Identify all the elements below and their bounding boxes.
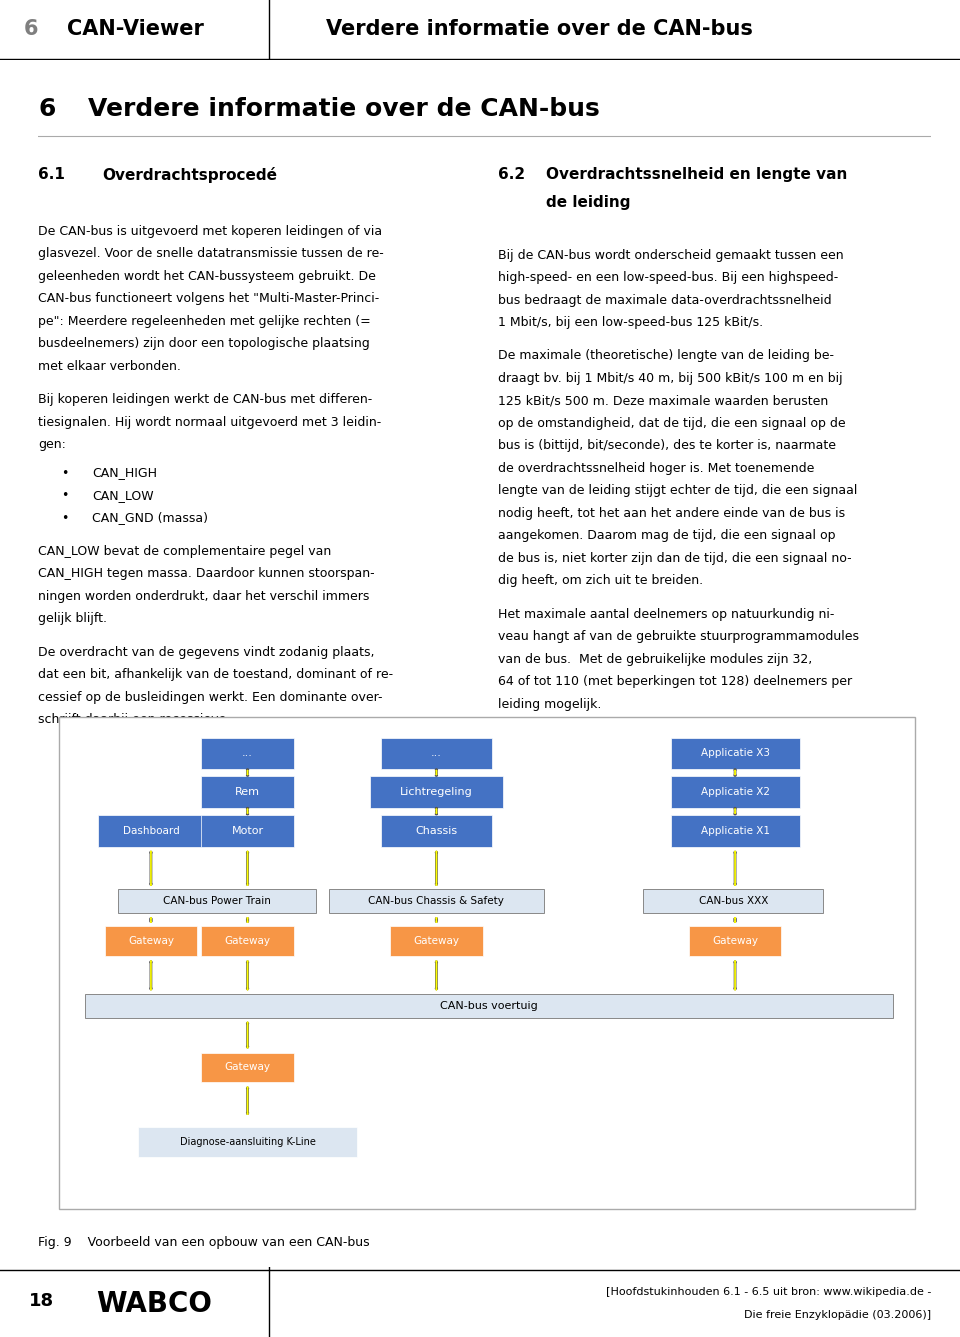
Text: Applicatie X1: Applicatie X1 [701,826,770,836]
Text: CAN-bus voertuig: CAN-bus voertuig [441,1000,538,1011]
Bar [118,889,316,913]
Text: dig heeft, om zich uit te breiden.: dig heeft, om zich uit te breiden. [498,575,704,587]
Text: pe": Meerdere regeleenheden met gelijke rechten (=: pe": Meerdere regeleenheden met gelijke … [38,314,372,328]
Text: Applicatie X3: Applicatie X3 [701,749,770,758]
Text: Gateway: Gateway [414,936,460,947]
Text: gen:: gen: [38,439,66,451]
Text: CAN-bus Power Train: CAN-bus Power Train [163,896,271,906]
Text: •: • [60,512,68,524]
Text: ...: ... [431,749,442,758]
Text: veau hangt af van de gebruikte stuurprogrammamodules: veau hangt af van de gebruikte stuurprog… [498,630,859,643]
Text: Die freie Enzyklopädie (03.2006)]: Die freie Enzyklopädie (03.2006)] [744,1310,931,1320]
Bar [381,814,492,846]
Bar [85,993,893,1017]
Text: cessief op de busleidingen werkt. Een dominante over-: cessief op de busleidingen werkt. Een do… [38,690,383,703]
Text: Motor: Motor [231,826,264,836]
Text: CAN_GND (massa): CAN_GND (massa) [92,512,208,524]
Text: nodig heeft, tot het aan het andere einde van de bus is: nodig heeft, tot het aan het andere eind… [498,507,846,520]
Text: bus is (bittijd, bit/seconde), des te korter is, naarmate: bus is (bittijd, bit/seconde), des te ko… [498,440,836,452]
Text: CAN_LOW: CAN_LOW [92,489,154,501]
Text: CAN-Viewer: CAN-Viewer [67,19,204,39]
Text: met elkaar verbonden.: met elkaar verbonden. [38,360,181,373]
Bar [202,927,294,956]
Bar [202,1052,294,1083]
Text: 18: 18 [29,1292,54,1310]
Text: dat een bit, afhankelijk van de toestand, dominant of re-: dat een bit, afhankelijk van de toestand… [38,668,394,681]
Text: De CAN-bus is uitgevoerd met koperen leidingen of via: De CAN-bus is uitgevoerd met koperen lei… [38,225,382,238]
Text: de leiding: de leiding [546,195,631,210]
Text: ningen worden onderdrukt, daar het verschil immers: ningen worden onderdrukt, daar het versc… [38,590,370,603]
Text: Fig. 9    Voorbeeld van een opbouw van een CAN-bus: Fig. 9 Voorbeeld van een opbouw van een … [38,1235,370,1249]
Text: Applicatie X2: Applicatie X2 [701,787,770,797]
Text: op de omstandigheid, dat de tijd, die een signaal op de: op de omstandigheid, dat de tijd, die ee… [498,417,846,431]
Bar [643,889,824,913]
Text: lengte van de leiding stijgt echter de tijd, die een signaal: lengte van de leiding stijgt echter de t… [498,484,857,497]
Text: Dashboard: Dashboard [123,826,180,836]
Text: tiesignalen. Hij wordt normaal uitgevoerd met 3 leidin-: tiesignalen. Hij wordt normaal uitgevoer… [38,416,382,429]
Text: Lichtregeling: Lichtregeling [400,787,472,797]
Text: bus bedraagt de maximale data-overdrachtssnelheid: bus bedraagt de maximale data-overdracht… [498,294,831,306]
Text: busdeelnemers) zijn door een topologische plaatsing: busdeelnemers) zijn door een topologisch… [38,337,371,350]
Text: CAN-bus functioneert volgens het "Multi-Master-Princi-: CAN-bus functioneert volgens het "Multi-… [38,293,379,305]
Text: high-speed- en een low-speed-bus. Bij een highspeed-: high-speed- en een low-speed-bus. Bij ee… [498,271,838,285]
Text: ...: ... [242,749,253,758]
Text: 1 Mbit/s, bij een low-speed-bus 125 kBit/s.: 1 Mbit/s, bij een low-speed-bus 125 kBit… [498,317,763,329]
Text: •: • [60,489,68,501]
Bar [670,738,800,770]
Text: de bus is, niet korter zijn dan de tijd, die een signaal no-: de bus is, niet korter zijn dan de tijd,… [498,552,852,566]
Bar [370,777,503,808]
Text: Verdere informatie over de CAN-bus: Verdere informatie over de CAN-bus [326,19,754,39]
Text: CAN-bus Chassis & Safety: CAN-bus Chassis & Safety [369,896,504,906]
Bar [138,1127,357,1157]
Text: 6.1: 6.1 [38,167,65,182]
Bar [670,814,800,846]
Text: leiding mogelijk.: leiding mogelijk. [498,698,602,711]
Text: gelijk blijft.: gelijk blijft. [38,612,108,626]
Bar [98,814,204,846]
Text: Overdrachtssnelheid en lengte van: Overdrachtssnelheid en lengte van [546,167,848,182]
Text: 64 of tot 110 (met beperkingen tot 128) deelnemers per: 64 of tot 110 (met beperkingen tot 128) … [498,675,852,689]
Bar [202,814,294,846]
Text: draagt bv. bij 1 Mbit/s 40 m, bij 500 kBit/s 100 m en bij: draagt bv. bij 1 Mbit/s 40 m, bij 500 kB… [498,372,843,385]
Text: Verdere informatie over de CAN-bus: Verdere informatie over de CAN-bus [87,96,599,120]
Text: 125 kBit/s 500 m. Deze maximale waarden berusten: 125 kBit/s 500 m. Deze maximale waarden … [498,394,828,408]
Text: van de bus.  Met de gebruikelijke modules zijn 32,: van de bus. Met de gebruikelijke modules… [498,652,812,666]
Text: Bij koperen leidingen werkt de CAN-bus met differen-: Bij koperen leidingen werkt de CAN-bus m… [38,393,372,406]
Text: Diagnose-aansluiting K-Line: Diagnose-aansluiting K-Line [180,1138,316,1147]
Text: de overdrachtssnelheid hoger is. Met toenemende: de overdrachtssnelheid hoger is. Met toe… [498,463,815,475]
Text: geleenheden wordt het CAN-bussysteem gebruikt. De: geleenheden wordt het CAN-bussysteem geb… [38,270,376,283]
Text: Gateway: Gateway [225,1063,271,1072]
Text: aangekomen. Daarom mag de tijd, die een signaal op: aangekomen. Daarom mag de tijd, die een … [498,529,836,543]
Text: CAN_HIGH tegen massa. Daardoor kunnen stoorspan-: CAN_HIGH tegen massa. Daardoor kunnen st… [38,567,375,580]
Text: Het maximale aantal deelnemers op natuurkundig ni-: Het maximale aantal deelnemers op natuur… [498,608,834,620]
Text: CAN-bus XXX: CAN-bus XXX [699,896,768,906]
Text: CAN_LOW bevat de complementaire pegel van: CAN_LOW bevat de complementaire pegel va… [38,544,331,558]
Bar [202,777,294,808]
Text: Chassis: Chassis [416,826,458,836]
Text: Gateway: Gateway [225,936,271,947]
Text: Bij de CAN-bus wordt onderscheid gemaakt tussen een: Bij de CAN-bus wordt onderscheid gemaakt… [498,249,844,262]
Text: glasvezel. Voor de snelle datatransmissie tussen de re-: glasvezel. Voor de snelle datatransmissi… [38,247,384,261]
Text: schrijft daarbij een recessieve.: schrijft daarbij een recessieve. [38,713,230,726]
Bar [329,889,544,913]
Text: [Hoofdstukinhouden 6.1 - 6.5 uit bron: www.wikipedia.de -: [Hoofdstukinhouden 6.1 - 6.5 uit bron: w… [606,1286,931,1297]
Text: WABCO: WABCO [96,1290,212,1318]
Text: Rem: Rem [235,787,260,797]
Text: Overdrachtsprocedé: Overdrachtsprocedé [103,167,277,183]
Text: 6.2: 6.2 [498,167,525,182]
Bar [381,738,492,770]
Text: De maximale (theoretische) lengte van de leiding be-: De maximale (theoretische) lengte van de… [498,349,834,362]
Text: •: • [60,467,68,480]
Bar [689,927,781,956]
Bar [391,927,483,956]
Bar [202,738,294,770]
Text: Gateway: Gateway [128,936,174,947]
Text: CAN_HIGH: CAN_HIGH [92,467,157,480]
Text: 6: 6 [24,19,38,39]
Bar [670,777,800,808]
Text: De overdracht van de gegevens vindt zodanig plaats,: De overdracht van de gegevens vindt zoda… [38,646,375,659]
Text: Gateway: Gateway [712,936,758,947]
Bar [105,927,197,956]
Text: 6: 6 [38,96,56,120]
